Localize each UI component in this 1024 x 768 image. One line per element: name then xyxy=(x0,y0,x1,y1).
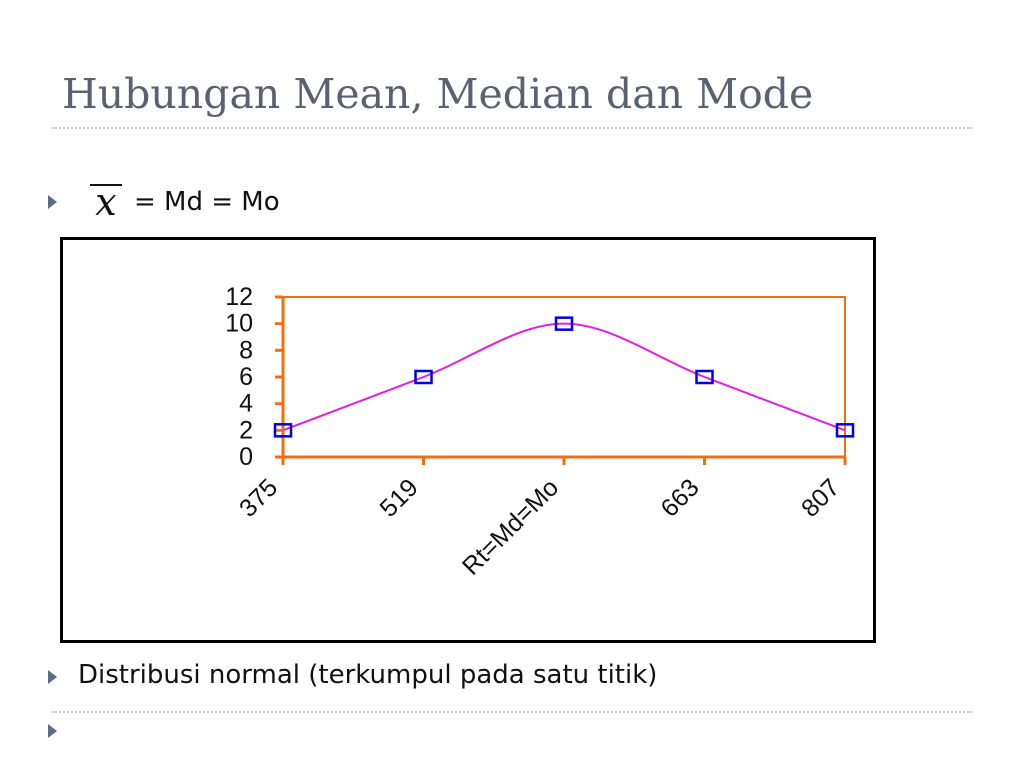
x-tick-label: Rt=Md=Mo xyxy=(457,473,564,580)
y-tick-label: 2 xyxy=(239,416,253,444)
y-tick-label: 0 xyxy=(239,443,253,471)
page-title: Hubungan Mean, Median dan Mode xyxy=(62,70,814,118)
bullet-arrow-icon xyxy=(48,724,57,738)
data-point xyxy=(414,369,433,385)
y-tick-label: 10 xyxy=(225,310,253,338)
footer-divider xyxy=(52,711,972,713)
y-tick-label: 8 xyxy=(239,336,253,364)
series-line xyxy=(282,322,846,432)
data-point xyxy=(695,369,714,385)
title-divider xyxy=(52,127,972,129)
bullet-arrow-icon xyxy=(48,670,57,684)
data-point xyxy=(554,316,574,331)
plot-area xyxy=(282,296,846,458)
y-tick-label: 12 xyxy=(225,283,253,311)
formula-text: = Md = Mo xyxy=(134,187,280,217)
x-tick-label: 663 xyxy=(655,473,704,522)
chart-frame: 0 2 4 6 8 10 12 375 519 Rt=Md=Mo 663 807 xyxy=(60,237,876,643)
x-tick-label: 519 xyxy=(374,473,423,522)
x-bar-symbol: x xyxy=(88,180,124,224)
x-tick-label: 375 xyxy=(234,473,283,522)
bullet-text: Distribusi normal (terkumpul pada satu t… xyxy=(78,660,658,690)
data-point xyxy=(835,423,855,438)
formula-mean-median-mode: x = Md = Mo xyxy=(88,180,280,224)
data-point xyxy=(273,423,293,438)
y-tick-label: 4 xyxy=(239,390,253,418)
bullet-arrow-icon xyxy=(48,195,57,209)
x-tick-label: 807 xyxy=(796,473,845,522)
y-tick-label: 6 xyxy=(239,363,253,391)
